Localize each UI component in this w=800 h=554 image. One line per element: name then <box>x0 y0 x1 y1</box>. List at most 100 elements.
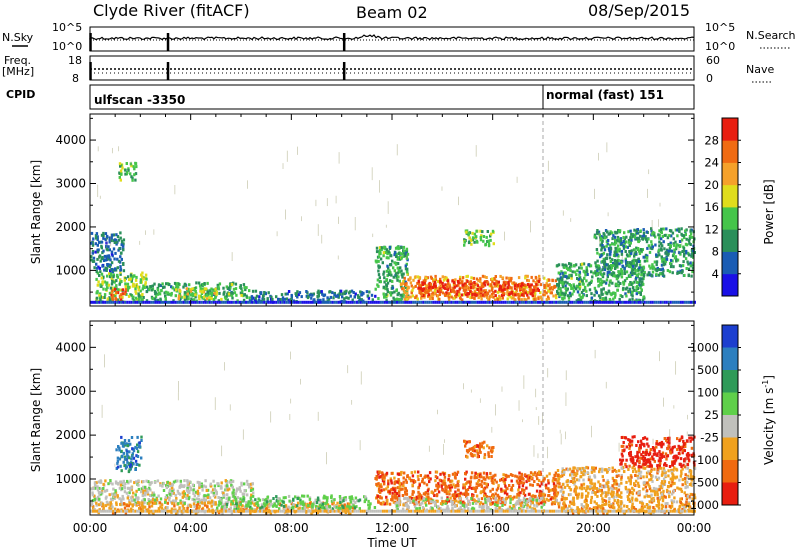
echo-cell <box>392 500 396 504</box>
echo-cell <box>298 496 301 500</box>
echo-cell <box>235 293 238 297</box>
echo-cell <box>297 293 300 297</box>
nsearch-tick-top: 10^5 <box>705 21 735 34</box>
echo-cell <box>473 281 476 284</box>
echo-cell <box>419 474 422 477</box>
echo-cell <box>547 300 549 304</box>
echo-cell <box>614 230 617 234</box>
echo-cell <box>317 292 320 296</box>
echo-cell <box>126 479 129 483</box>
echo-cell <box>426 300 429 304</box>
echo-cell <box>575 273 578 277</box>
echo-cell <box>602 236 605 240</box>
echo-cell <box>522 291 525 294</box>
echo-cell <box>402 280 405 284</box>
echo-cell <box>170 507 174 511</box>
echo-cell <box>687 253 691 257</box>
echo-cell <box>418 277 421 281</box>
echo-cell <box>186 481 189 485</box>
echo-cell <box>684 257 688 261</box>
echo-cell <box>670 249 674 253</box>
echo-cell <box>502 498 505 502</box>
echo-cell <box>556 291 559 295</box>
echo-cell <box>170 293 173 297</box>
echo-cell <box>685 300 688 304</box>
freq-tick-top: 18 <box>68 54 82 67</box>
echo-cell <box>102 300 105 304</box>
echo-cell <box>474 487 477 491</box>
echo-cell <box>623 269 626 273</box>
echo-cell <box>629 265 632 269</box>
echo-cell <box>105 267 109 271</box>
echo-cell <box>161 484 164 488</box>
echo-cell <box>685 267 688 270</box>
echo-cell <box>102 236 105 240</box>
echo-cell <box>133 498 136 502</box>
echo-cell <box>179 499 182 503</box>
echo-cell <box>151 498 155 501</box>
echo-cell <box>620 249 624 253</box>
echo-cell <box>610 273 614 277</box>
echo-cell <box>465 293 468 297</box>
echo-cell <box>342 499 345 503</box>
echo-cell <box>184 291 187 295</box>
echo-cell <box>600 246 604 250</box>
echo-cell <box>526 300 529 304</box>
echo-cell <box>602 297 605 301</box>
echo-cell <box>96 488 100 492</box>
echo-cell <box>248 289 251 293</box>
echo-cell <box>247 300 249 304</box>
echo-cell <box>684 233 687 236</box>
echo-cell <box>557 283 561 287</box>
echo-cell <box>198 294 201 298</box>
echo-cell <box>437 482 440 486</box>
echo-cell <box>633 252 636 256</box>
echo-cell <box>488 499 492 503</box>
echo-cell <box>623 279 627 283</box>
echo-cell <box>635 261 639 265</box>
echo-cell <box>541 300 543 304</box>
echo-cell <box>649 300 652 304</box>
echo-cell <box>579 285 582 289</box>
echo-cell <box>366 294 370 298</box>
echo-cell <box>454 278 457 282</box>
echo-cell <box>183 298 187 302</box>
echo-cell <box>428 480 431 484</box>
echo-cell <box>239 507 242 511</box>
echo-cell <box>146 487 149 491</box>
echo-cell <box>644 255 647 259</box>
echo-cell <box>587 263 590 267</box>
echo-cell <box>481 293 484 297</box>
echo-cell <box>228 496 231 500</box>
echo-cell <box>684 229 687 233</box>
echo-cell <box>115 284 118 288</box>
echo-cell <box>400 269 403 273</box>
echo-cell <box>237 504 241 508</box>
echo-cell <box>406 498 409 502</box>
echo-cell <box>512 296 515 300</box>
echo-cell <box>391 495 394 499</box>
echo-cell <box>604 257 608 260</box>
echo-cell <box>385 487 388 491</box>
echo-cells <box>90 349 697 515</box>
echo-cell <box>153 481 157 484</box>
echo-cell <box>307 504 310 507</box>
echo-cell <box>635 246 638 250</box>
echo-cell <box>486 300 489 304</box>
echo-cell <box>481 282 485 286</box>
echo-cell <box>198 284 202 288</box>
echo-cell <box>601 244 604 247</box>
echo-cell <box>106 274 109 278</box>
echo-cell <box>183 492 186 496</box>
echo-cell <box>530 283 533 287</box>
echo-cell <box>425 495 428 499</box>
echo-cell <box>394 274 397 278</box>
echo-cell <box>659 242 663 246</box>
echo-cell <box>283 300 286 304</box>
echo-cell <box>435 494 439 498</box>
echo-cell <box>635 252 638 256</box>
echo-cell <box>112 233 116 237</box>
echo-cell <box>397 478 400 482</box>
echo-cell <box>110 293 113 297</box>
echo-cell <box>388 300 390 304</box>
